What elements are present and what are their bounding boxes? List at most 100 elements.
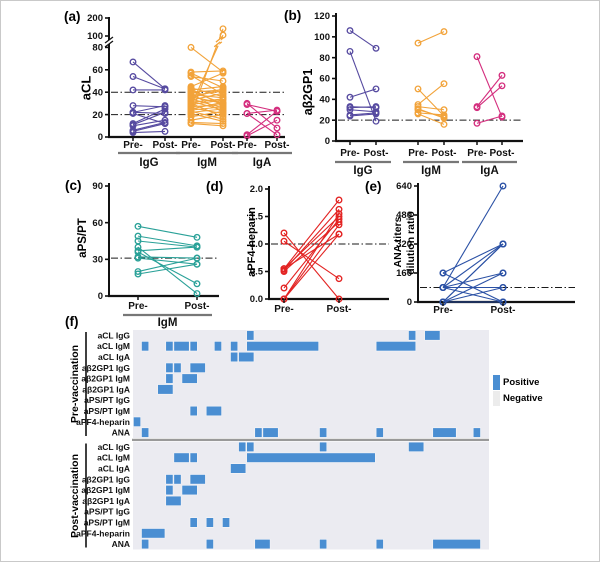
axis-text: aCL IgM [97, 341, 130, 351]
heatmap-positive-cell [319, 441, 328, 453]
data-point-post [161, 127, 169, 135]
data-point-pre [129, 102, 137, 110]
pair-line [190, 114, 224, 121]
axis-text: IgA [480, 165, 499, 177]
pair-line [283, 213, 340, 300]
heatmap-positive-cell [189, 452, 198, 463]
axis-text: IgA [253, 157, 272, 169]
panel-b-ylabel: aβ2GP1 [301, 68, 315, 116]
pair-line [132, 61, 166, 90]
data-point-pre [187, 43, 195, 51]
pair-line [190, 106, 224, 111]
data-point-post [219, 103, 227, 111]
data-point-post [193, 290, 201, 298]
line-break-mark [215, 36, 223, 43]
pair-line [190, 96, 224, 104]
pair-line [349, 30, 377, 49]
panel-e-label: (e) [365, 179, 382, 194]
data-point-pre [346, 27, 354, 35]
data-point-post [499, 269, 507, 277]
heatmap-positive-cell [246, 341, 319, 352]
data-point-pre [187, 116, 195, 124]
pair-line [137, 256, 198, 259]
panel-e-ylabel-line2: dilution ratio [405, 211, 417, 275]
pair-line [283, 233, 340, 300]
pair-line [246, 110, 278, 136]
pair-line [283, 199, 340, 270]
axis-text: Post- [185, 301, 210, 312]
axis-text: 90 [92, 181, 103, 192]
pair-line [132, 105, 166, 113]
heatmap-positive-cell [254, 427, 263, 438]
axis-text: Pre- [237, 140, 256, 151]
heatmap-positive-cell [205, 517, 214, 528]
data-point-post [335, 275, 343, 283]
data-point-pre [129, 58, 137, 66]
heatmap-positive-cell [189, 362, 206, 373]
data-point-post [219, 67, 227, 75]
axis-text: 160 [396, 268, 412, 279]
axis-text: 20 [319, 115, 330, 126]
heatmap-positive-cell [230, 341, 239, 352]
panel-d-label: (d) [206, 179, 224, 194]
pair-line [349, 109, 377, 113]
axis-text: Pre- [128, 301, 147, 312]
axis-text: ANA [112, 539, 130, 549]
axis-text: aβ2GP1 IgM [81, 374, 130, 384]
axis-text: IgG [139, 157, 158, 169]
heatmap-positive-cell [189, 474, 206, 485]
pair-line [349, 88, 377, 98]
axis-text: 480 [396, 210, 412, 221]
pair-line [190, 102, 224, 118]
heatmap-positive-cell [173, 362, 182, 373]
data-point-post [498, 71, 506, 79]
data-point-pre [134, 268, 142, 276]
heatmap-positive-cell [238, 351, 255, 363]
data-point-pre [414, 39, 422, 47]
data-point-pre [129, 86, 137, 94]
data-point-post [219, 120, 227, 128]
heatmap-positive-cell [254, 538, 271, 550]
heatmap-positive-cell [189, 405, 198, 417]
legend-positive-label: Positive [503, 377, 540, 388]
pair-line [132, 108, 166, 125]
heatmap-positive-cell [214, 341, 222, 352]
heatmap-positive-cell [375, 341, 417, 352]
axis-text: 40 [92, 87, 103, 98]
data-point-post [372, 85, 380, 93]
panel-e-plot: 0 160 320 480 640 Pre- Post- [396, 181, 575, 316]
data-point-post [219, 111, 227, 119]
pair-line [246, 102, 278, 129]
data-point-pre [439, 269, 447, 277]
pair-line [132, 119, 166, 127]
data-point-post [273, 124, 281, 132]
data-point-post [219, 83, 227, 91]
axis-text: 0.0 [250, 294, 263, 305]
axis-text: 60 [92, 65, 103, 76]
data-point-pre [129, 73, 137, 80]
heatmap-positive-cell [319, 538, 328, 550]
data-point-pre [280, 284, 288, 292]
axis-text: aPS/PT IgG [84, 395, 130, 405]
pre-vaccination-section-label: Pre-vaccination [69, 344, 81, 424]
data-point-post [372, 117, 380, 125]
axis-text: ANA [112, 428, 130, 438]
panel-d-ylabel: aPF4-heparin [246, 207, 258, 277]
legend-negative-swatch [493, 391, 500, 406]
line-break-mark [213, 41, 221, 48]
axis-text: 60 [319, 74, 330, 85]
data-point-pre [414, 110, 422, 118]
axis-text: aβ2GP1 IgG [82, 474, 131, 484]
data-point-post [440, 113, 448, 121]
data-point-post [335, 218, 343, 226]
axis-text: aCL IgM [97, 453, 130, 463]
heatmap-positive-cell [165, 362, 174, 373]
data-point-post [335, 230, 343, 238]
data-point-post [193, 260, 201, 268]
pair-line [137, 225, 198, 238]
heatmap-positive-cell [408, 330, 417, 341]
data-point-post [498, 112, 506, 120]
axis-text: 2.0 [250, 184, 263, 195]
pair-line [442, 272, 504, 303]
data-point-pre [346, 47, 354, 55]
